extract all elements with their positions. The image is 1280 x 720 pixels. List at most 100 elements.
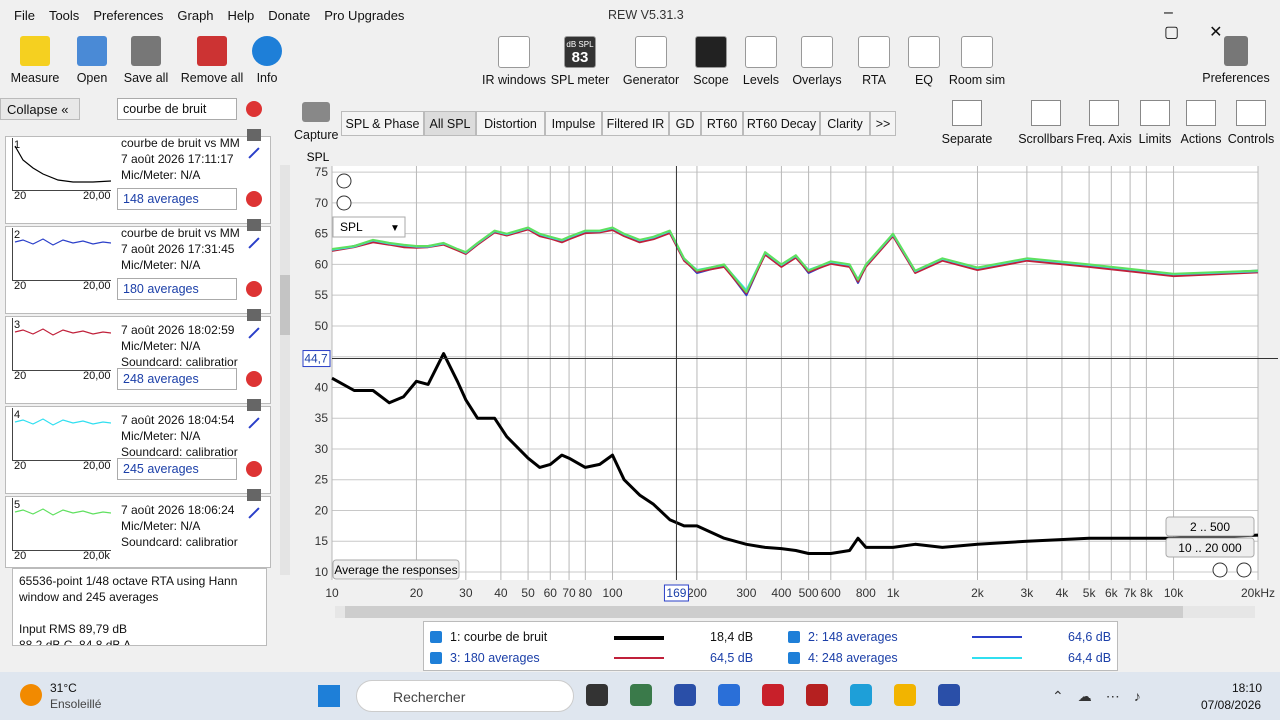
measurement-note[interactable]: 148 averages bbox=[117, 188, 237, 210]
delete-button[interactable] bbox=[246, 371, 262, 387]
tab[interactable]: Clarity bbox=[820, 111, 870, 136]
menu-item[interactable]: File bbox=[14, 8, 35, 23]
x-tick-label: 4k bbox=[1056, 586, 1070, 600]
toolbar-button[interactable]: RTA bbox=[829, 36, 919, 87]
toolbar-button[interactable]: Scope bbox=[666, 36, 756, 87]
button-label: Room sim bbox=[948, 73, 1006, 87]
toolbar-button[interactable]: EQ bbox=[879, 36, 969, 87]
x-tick-label: 500 bbox=[799, 586, 819, 600]
toolbar-button[interactable]: Generator bbox=[606, 36, 696, 87]
button[interactable] bbox=[332, 559, 460, 580]
menu-item[interactable]: Pro Upgrades bbox=[324, 8, 405, 23]
tool-button[interactable]: Freq. Axis bbox=[1064, 100, 1144, 146]
system-tray[interactable]: ⌃☁⋯♪ bbox=[1052, 688, 1155, 704]
icon bbox=[197, 36, 227, 66]
taskbar-app[interactable] bbox=[586, 684, 608, 706]
x-tick-label: 8k bbox=[1140, 586, 1154, 600]
tab[interactable]: GD bbox=[669, 111, 701, 136]
tab[interactable]: Filtered IR bbox=[602, 111, 669, 136]
selector[interactable] bbox=[332, 216, 406, 238]
toolbar-button[interactable]: Overlays bbox=[772, 36, 862, 87]
collapse-button[interactable]: Collapse « bbox=[0, 98, 80, 120]
zoom-in-button[interactable] bbox=[1236, 562, 1252, 578]
tool-button[interactable]: Controls bbox=[1211, 100, 1280, 146]
tab[interactable]: SPL & Phase bbox=[341, 111, 424, 136]
cursor-y-label: 44,7 bbox=[304, 352, 328, 366]
weather-temp: 31°C bbox=[50, 681, 77, 695]
taskbar-app[interactable] bbox=[806, 684, 828, 706]
start-button[interactable] bbox=[318, 685, 340, 707]
toolbar-button[interactable]: Measure bbox=[0, 36, 75, 85]
h-scrollbar[interactable] bbox=[335, 606, 1255, 618]
selector-arrow: ▼ bbox=[390, 223, 400, 234]
zoom-out-button[interactable] bbox=[1212, 562, 1228, 578]
legend-value: 18,4 dB bbox=[710, 630, 754, 644]
legend-checkbox[interactable] bbox=[788, 652, 800, 664]
button-label: Freq. Axis bbox=[1076, 132, 1132, 146]
tab[interactable]: RT60 Decay bbox=[743, 111, 820, 136]
taskbar-app[interactable] bbox=[894, 684, 916, 706]
legend-checkbox[interactable] bbox=[430, 631, 442, 643]
legend-checkbox[interactable] bbox=[788, 631, 800, 643]
y-axis-label: SPL bbox=[307, 150, 330, 164]
toolbar-button[interactable]: Preferences bbox=[1196, 36, 1276, 85]
menu-item[interactable]: Preferences bbox=[93, 8, 164, 23]
sidebar-scrollbar[interactable] bbox=[280, 165, 290, 575]
x-tick-label: 5k bbox=[1083, 586, 1097, 600]
tab[interactable]: All SPL bbox=[424, 111, 476, 136]
toolbar-button[interactable]: Save all bbox=[106, 36, 186, 85]
button[interactable] bbox=[1165, 516, 1255, 537]
series-line bbox=[331, 352, 1259, 555]
measurement-note[interactable]: 245 averages bbox=[117, 458, 237, 480]
taskbar-app[interactable] bbox=[762, 684, 784, 706]
measurement-detail: 7 août 2026 18:02:59 bbox=[121, 323, 235, 337]
delete-button[interactable] bbox=[246, 281, 262, 297]
taskbar-app[interactable] bbox=[938, 684, 960, 706]
toolbar-button[interactable]: Info bbox=[227, 36, 307, 85]
tab[interactable]: >> bbox=[870, 111, 896, 136]
zoom-out-button[interactable] bbox=[336, 195, 352, 211]
thumbnail-trace bbox=[14, 418, 112, 426]
delete-button[interactable] bbox=[246, 461, 262, 477]
toolbar-button[interactable]: Room sim bbox=[932, 36, 1022, 87]
tab[interactable]: Distortion bbox=[476, 111, 545, 136]
toolbar-button[interactable]: Open bbox=[52, 36, 132, 85]
button-label: Open bbox=[76, 71, 108, 85]
measurement-note[interactable]: 180 averages bbox=[117, 278, 237, 300]
window-controls[interactable]: –▢✕ bbox=[1164, 4, 1253, 41]
delete-button[interactable] bbox=[246, 191, 262, 207]
legend-checkbox[interactable] bbox=[430, 652, 442, 664]
thumbnail-axis-label: 20,00 bbox=[83, 370, 111, 382]
toolbar-button[interactable]: IR windows bbox=[469, 36, 559, 87]
y-tick-label: 75 bbox=[315, 165, 329, 179]
icon bbox=[745, 36, 777, 68]
x-tick-label: 400 bbox=[771, 586, 791, 600]
measurement-note[interactable]: courbe de bruit bbox=[117, 98, 237, 120]
tab[interactable]: RT60 bbox=[701, 111, 743, 136]
taskbar-app[interactable] bbox=[630, 684, 652, 706]
toolbar-button[interactable]: dB SPL 83 SPL meter bbox=[535, 36, 625, 87]
tool-button[interactable]: Actions bbox=[1161, 100, 1241, 146]
tool-button[interactable]: Scrollbars bbox=[1006, 100, 1086, 146]
menu-item[interactable]: Graph bbox=[177, 8, 214, 23]
tab[interactable]: Impulse bbox=[545, 111, 602, 136]
toolbar-button[interactable]: Remove all bbox=[172, 36, 252, 85]
zoom-in-button[interactable] bbox=[336, 173, 352, 189]
button-label: Limits bbox=[1138, 132, 1172, 146]
thumbnail-trace bbox=[14, 508, 112, 516]
menu-item[interactable]: Help bbox=[227, 8, 255, 23]
menu-item[interactable]: Donate bbox=[268, 8, 311, 23]
taskbar-app[interactable] bbox=[718, 684, 740, 706]
measurement-note[interactable]: 248 averages bbox=[117, 368, 237, 390]
taskbar-app[interactable] bbox=[850, 684, 872, 706]
capture-button[interactable]: Capture bbox=[294, 102, 338, 142]
button[interactable] bbox=[1165, 537, 1255, 558]
taskbar-app[interactable] bbox=[674, 684, 696, 706]
menu-item[interactable]: Tools bbox=[48, 8, 80, 23]
tool-button[interactable]: Limits bbox=[1115, 100, 1195, 146]
delete-button[interactable] bbox=[246, 101, 262, 117]
tool-button[interactable]: Separate bbox=[927, 100, 1007, 146]
toolbar-button[interactable]: Levels bbox=[716, 36, 806, 87]
icon bbox=[20, 36, 50, 66]
search-box[interactable]: Rechercher bbox=[356, 680, 574, 712]
